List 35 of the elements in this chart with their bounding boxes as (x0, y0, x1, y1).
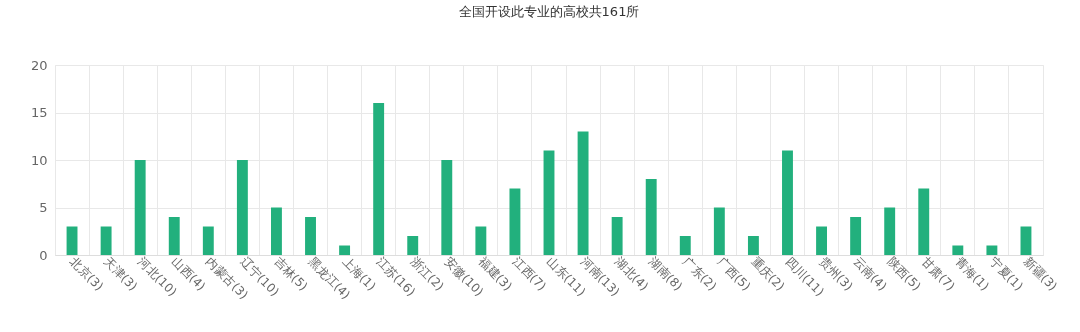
chart-title: 全国开设此专业的高校共161所 (458, 4, 640, 19)
bar (202, 226, 214, 255)
bar (747, 236, 759, 255)
y-tick-label: 10 (30, 152, 48, 168)
bar (952, 245, 964, 255)
bar (782, 150, 793, 255)
bar (339, 245, 351, 255)
bar (577, 131, 589, 255)
bar (168, 217, 180, 255)
bar (271, 207, 282, 255)
bar (611, 217, 623, 255)
bar (66, 226, 78, 255)
bar (305, 217, 316, 255)
y-tick-label: 0 (39, 247, 48, 263)
y-tick-label: 20 (30, 57, 48, 73)
bar (134, 160, 146, 255)
y-tick-label: 5 (39, 200, 48, 215)
bar (816, 226, 827, 255)
bar (509, 188, 521, 255)
bar (918, 188, 930, 255)
bar (713, 207, 725, 255)
bar (850, 217, 862, 255)
bar (373, 103, 385, 255)
bar (407, 236, 419, 255)
bar (441, 160, 453, 255)
bar (1020, 226, 1032, 255)
bar (236, 160, 248, 255)
bar (884, 207, 896, 255)
bar (679, 236, 691, 255)
y-tick-label: 15 (30, 105, 48, 120)
bar (645, 179, 657, 255)
bar (986, 245, 998, 255)
bar (543, 150, 555, 255)
bar (475, 226, 487, 255)
bar (100, 226, 112, 255)
